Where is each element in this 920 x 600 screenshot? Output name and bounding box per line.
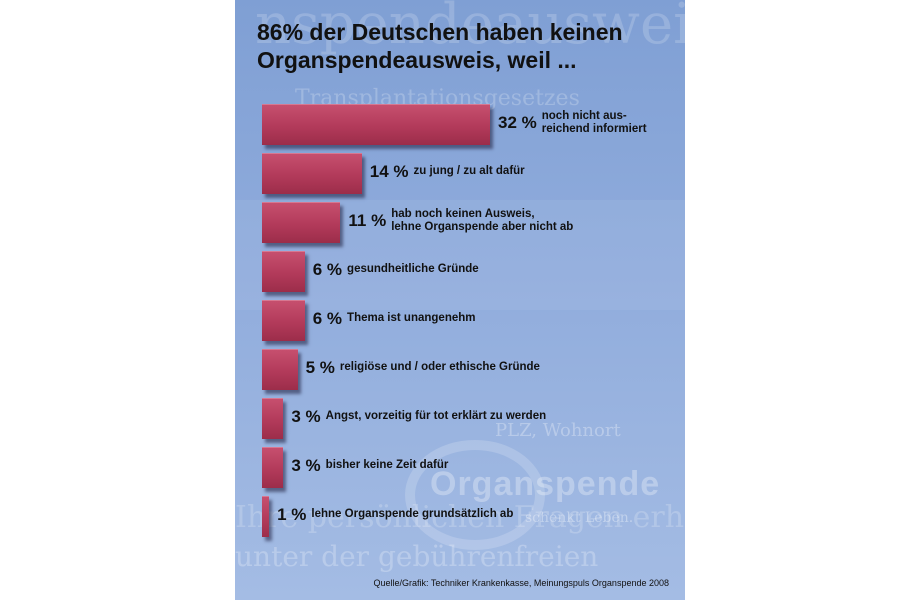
category-label-line: religiöse und / oder ethische Gründe bbox=[339, 361, 540, 373]
category-label-line: reichend informiert bbox=[541, 123, 647, 135]
category-label-line: noch nicht aus- bbox=[541, 110, 627, 122]
bar-value-label-6: 5 % bbox=[305, 358, 335, 377]
bar-value-label-4: 6 % bbox=[312, 260, 343, 279]
background-word-organspendeausweis: nspendeausweis bbox=[255, 0, 685, 57]
background-logo-organspende: Organspende bbox=[430, 465, 661, 503]
bar-6 bbox=[262, 349, 298, 390]
bar-1 bbox=[262, 104, 490, 145]
bar-8 bbox=[262, 447, 284, 488]
bar-3 bbox=[262, 202, 341, 243]
category-label-line: zu jung / zu alt dafür bbox=[413, 165, 525, 177]
title-line-1: 86% der Deutschen haben keinen bbox=[257, 19, 623, 45]
infographic-poster: nspendeausweis Transplantationsgesetzes … bbox=[235, 0, 685, 600]
bar-7 bbox=[262, 398, 284, 439]
bar-4 bbox=[262, 251, 305, 292]
bar-category-label-3: hab noch keinen Ausweis, lehne Organspend… bbox=[391, 208, 573, 234]
bar-value-label-2: 14 % bbox=[369, 162, 409, 181]
category-label-line: Angst, vorzeitig für tot erklärt zu werd… bbox=[325, 410, 547, 422]
bar-value-label-1: 32 % bbox=[498, 113, 537, 132]
logo-ring-icon bbox=[405, 440, 545, 550]
bar-category-label-7: Angst, vorzeitig für tot erklärt zu werd… bbox=[326, 410, 546, 423]
bar-category-label-9: lehne Organspende grundsätzlich ab bbox=[311, 508, 513, 521]
background-line-gebuehren: unter der gebührenfreien bbox=[235, 540, 599, 573]
bar-category-label-5: Thema ist unangenehm bbox=[347, 312, 475, 325]
source-note: Quelle/Grafik: Techniker Krankenkasse, M… bbox=[373, 578, 669, 588]
background-line-persoenlichen: Ihre persönlichen Fragen erhalten bbox=[235, 500, 685, 535]
bar-category-label-1: noch nicht aus-reichend informiert bbox=[542, 110, 647, 136]
category-label-line: gesundheitliche Gründe bbox=[347, 263, 479, 275]
bar-value-label-7: 3 % bbox=[291, 407, 321, 426]
category-label-line: lehne Organspende grundsätzlich ab bbox=[311, 508, 514, 520]
category-label-line: bisher keine Zeit dafür bbox=[325, 459, 449, 471]
title-line-2: Organspendeausweis, weil ... bbox=[257, 47, 577, 73]
category-label-line: lehne Organspende aber nicht ab bbox=[391, 221, 574, 233]
bar-category-label-8: bisher keine Zeit dafür bbox=[326, 459, 449, 472]
category-label-line: hab noch keinen Ausweis, bbox=[391, 208, 535, 220]
bar-value-label-5: 6 % bbox=[312, 309, 343, 328]
bar-value-label-9: 1 % bbox=[277, 505, 307, 524]
background-word-schenkt-leben: schenkt Leben. bbox=[525, 510, 634, 526]
bar-category-label-6: religiöse und / oder ethische Gründe bbox=[340, 361, 540, 374]
category-label-line: Thema ist unangenehm bbox=[347, 312, 476, 324]
bar-9 bbox=[262, 496, 270, 537]
bar-category-label-4: gesundheitliche Gründe bbox=[347, 263, 479, 276]
bar-5 bbox=[262, 300, 305, 341]
bar-value-label-8: 3 % bbox=[291, 456, 321, 475]
chart-title: 86% der Deutschen haben keinen Organspen… bbox=[257, 18, 677, 74]
bar-2 bbox=[262, 153, 362, 194]
background-word-plz-wohnort: PLZ, Wohnort bbox=[495, 420, 621, 441]
bar-category-label-2: zu jung / zu alt dafür bbox=[414, 165, 525, 178]
bar-value-label-3: 11 % bbox=[348, 211, 387, 230]
